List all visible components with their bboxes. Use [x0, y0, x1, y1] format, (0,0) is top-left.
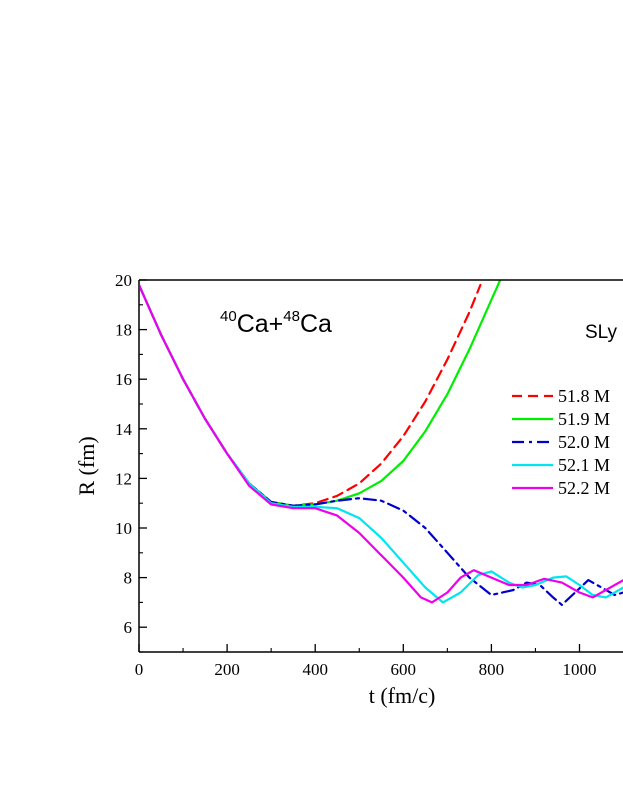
x-tick-labels: 0 200 400 600 800 1000 [135, 660, 597, 679]
x-tick-label: 0 [135, 660, 144, 679]
legend-label-1: 51.8 M [558, 386, 610, 406]
reaction-element-1: Ca+ [237, 310, 284, 338]
y-tick-label: 16 [115, 370, 132, 389]
series-line-5 [140, 284, 623, 604]
x-tick-label: 800 [479, 660, 505, 679]
x-axis-title: t (fm/c) [369, 683, 436, 708]
y-tick-labels: 6 8 10 12 14 16 18 20 [115, 271, 133, 637]
legend-label-4: 52.1 M [558, 455, 610, 475]
series-lines [140, 280, 623, 606]
y-axis-title: R (fm) [74, 436, 99, 495]
y-tick-label: 10 [115, 519, 132, 538]
force-label: SLy [585, 322, 618, 343]
series-line-3 [140, 284, 623, 606]
y-tick-label: 12 [115, 469, 132, 488]
x-tick-label: 1000 [563, 660, 597, 679]
reaction-label: 40Ca+48Ca [220, 308, 332, 338]
legend-label-3: 52.0 M [558, 432, 610, 452]
y-tick-label: 18 [115, 321, 132, 340]
x-tick-label: 600 [391, 660, 417, 679]
reaction-element-2: Ca [300, 310, 332, 338]
reaction-sup-2: 48 [283, 308, 300, 325]
legend-label-2: 51.9 M [558, 409, 610, 429]
y-tick-label: 14 [115, 420, 133, 439]
x-tick-label: 400 [302, 660, 328, 679]
y-tick-label: 20 [115, 271, 132, 290]
legend-label-5: 52.2 M [558, 478, 610, 498]
x-tick-label: 200 [214, 660, 240, 679]
reaction-sup-1: 40 [220, 308, 237, 325]
axis-ticks [138, 279, 623, 653]
y-tick-label: 6 [124, 618, 133, 637]
legend: 51.8 M 51.9 M 52.0 M 52.1 M 52.2 M [512, 386, 610, 498]
y-tick-label: 8 [124, 569, 133, 588]
